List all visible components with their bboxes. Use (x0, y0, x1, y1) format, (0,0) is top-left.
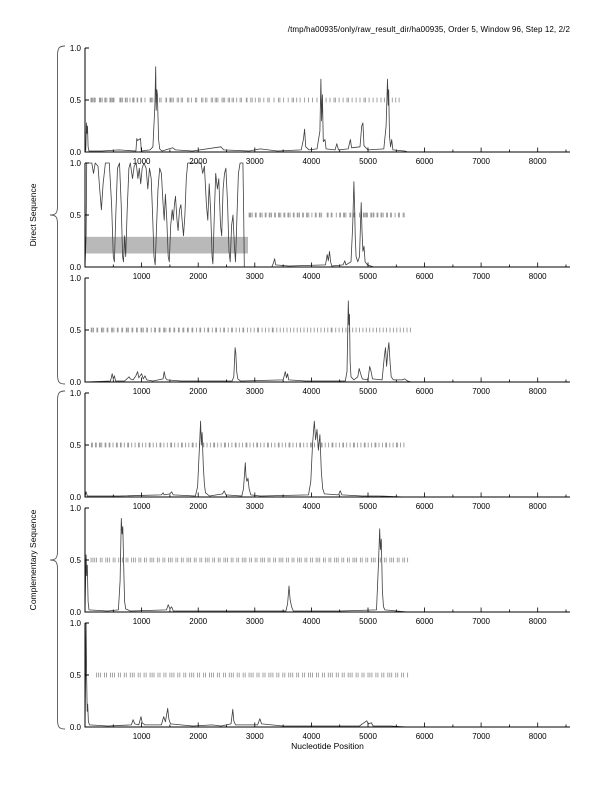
x-axis-title: Nucleotide Position (291, 741, 364, 751)
page-title: /tmp/ha00935/only/raw_result_dir/ha00935… (287, 25, 570, 34)
complementary-brace (49, 390, 66, 730)
direct-brace (49, 45, 66, 385)
direct-sequence-label: Direct Sequence (28, 183, 38, 247)
complementary-sequence-label: Complementary Sequence (28, 509, 38, 611)
